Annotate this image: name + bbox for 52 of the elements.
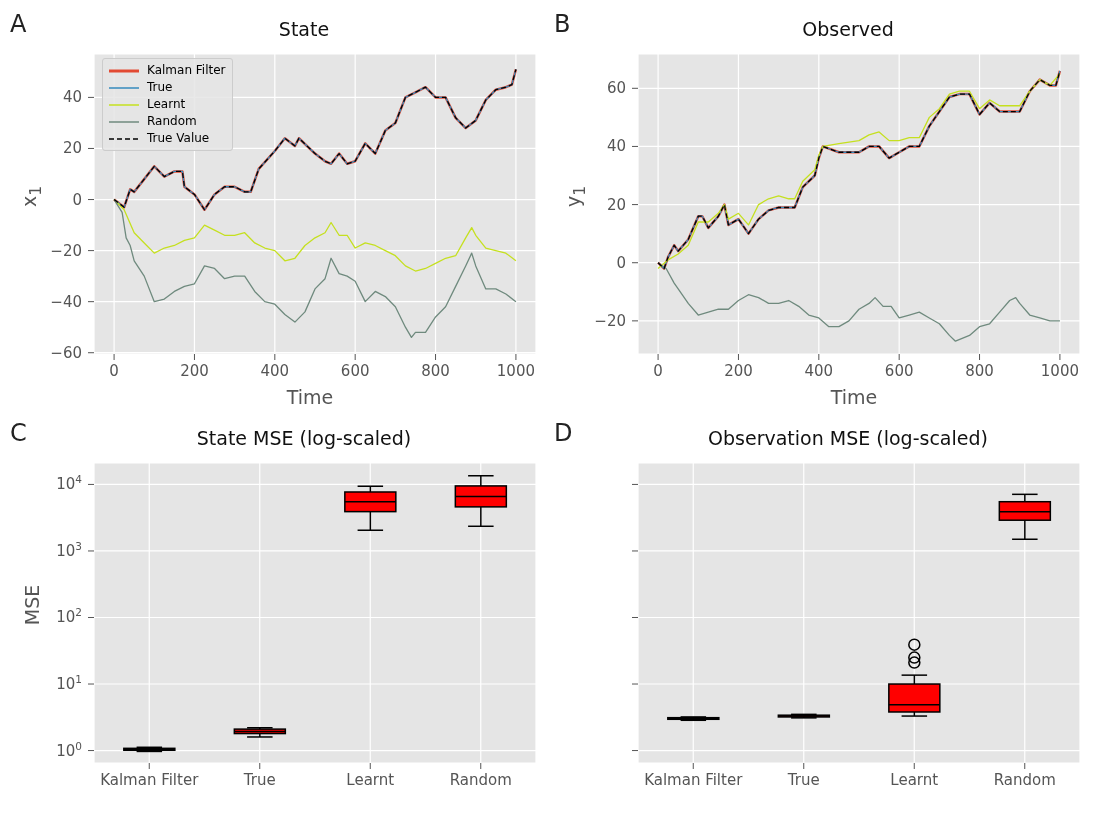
text: C <box>10 419 27 447</box>
y-tick-label: 20 <box>62 139 82 158</box>
x-tick-label: Kalman Filter <box>644 771 744 789</box>
legend-label: Learnt <box>147 96 186 113</box>
legend-label: Kalman Filter <box>147 62 226 79</box>
y-tick-label: 10$^{0}$ <box>56 739 82 760</box>
chart-title: State MSE (log-scaled) <box>195 427 413 449</box>
y-tick-label: 40 <box>606 137 626 156</box>
x-tick-label: True <box>786 771 820 789</box>
y-tick-label: 10$^{3}$ <box>56 539 82 560</box>
legend-label: True <box>147 79 173 96</box>
x-tick-label: Random <box>449 771 512 789</box>
y-tick-label: −20 <box>50 241 82 260</box>
legend-label: True Value <box>147 130 210 147</box>
x-tick-label: 400 <box>260 362 290 380</box>
x-tick-label: 200 <box>724 362 753 380</box>
chart-title: Observed <box>801 18 895 40</box>
x-tick-label: 600 <box>340 362 370 380</box>
y-tick-label: 40 <box>62 88 82 107</box>
y-tick-label: −60 <box>50 343 82 362</box>
x-tick-label: 0 <box>653 362 663 380</box>
y-tick-label: 10$^{1}$ <box>56 673 82 694</box>
x-tick-label: Random <box>993 771 1056 789</box>
x-tick-label: 1000 <box>1040 362 1079 380</box>
x-tick-label: 1000 <box>496 362 535 380</box>
y-tick-label: 20 <box>606 195 626 214</box>
text: B <box>554 10 571 38</box>
y-tick-label: 10$^{2}$ <box>56 606 82 627</box>
x-tick-label: Learnt <box>890 771 939 789</box>
y-tick-label: 60 <box>606 79 626 98</box>
x-axis-title: Time <box>285 386 335 408</box>
text: D <box>554 419 573 447</box>
x-tick-label: 400 <box>804 362 834 380</box>
y-tick-label: −40 <box>50 292 82 311</box>
text: A <box>10 10 27 38</box>
chart-title: State <box>277 18 331 40</box>
x-tick-label: 800 <box>421 362 450 380</box>
x-axis-title: Time <box>829 386 879 408</box>
y-tick-label: −20 <box>594 311 626 330</box>
x-tick-label: Learnt <box>346 771 395 789</box>
y-tick-label: 0 <box>616 253 626 272</box>
legend-label: Random <box>147 113 197 130</box>
x-tick-label: 0 <box>109 362 119 380</box>
x-tick-label: 200 <box>180 362 209 380</box>
x-tick-label: True <box>242 771 276 789</box>
x-tick-label: Kalman Filter <box>100 771 200 789</box>
x-tick-label: 800 <box>965 362 994 380</box>
y-axis-title: MSE <box>21 584 43 626</box>
x-tick-label: 600 <box>884 362 914 380</box>
y-tick-label: 10$^{4}$ <box>56 473 83 494</box>
y-tick-label: 0 <box>72 190 82 209</box>
chart-title: Observation MSE (log-scaled) <box>707 427 989 449</box>
